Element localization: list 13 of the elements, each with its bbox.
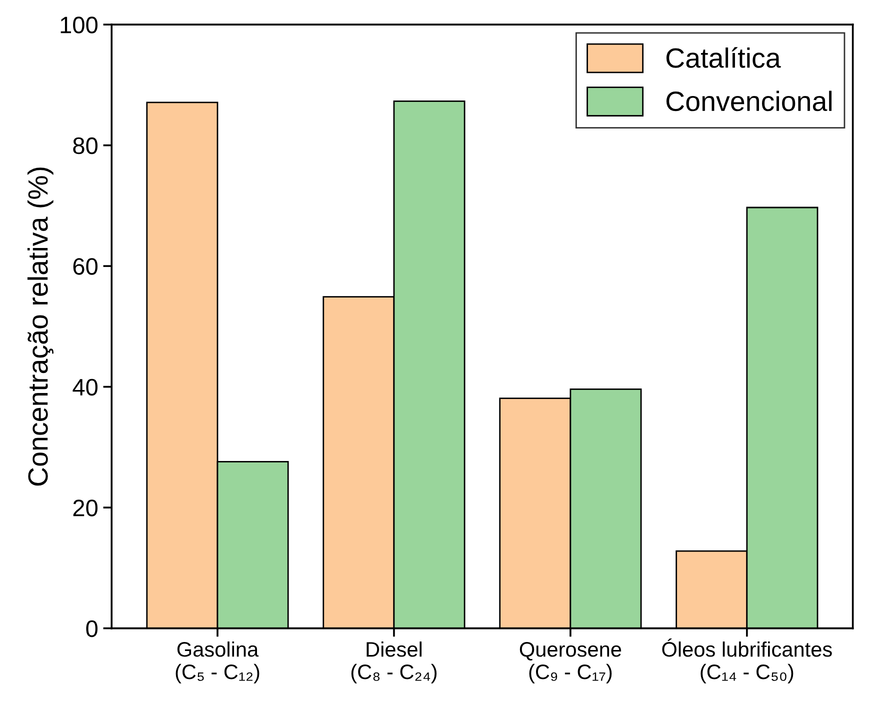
x-tick-label: Óleos lubrificantes (C₁₄ - C₅₀) [662,638,832,684]
y-tick-label: 40 [72,378,98,396]
y-tick-label: 100 [60,16,98,34]
y-axis-title: Concentração relativa (%) [27,168,54,486]
x-tick-label: Gasolina (C₅ - C₁₂) [176,641,260,684]
legend-label: Convencional [666,90,832,112]
legend-label: Catalítica [666,47,781,68]
x-tick-label: Diesel (C₈ - C₂₄) [351,641,437,684]
y-tick-label: 0 [86,620,98,638]
x-tick-label: Querosene (C₉ - C₁₇) [520,642,622,684]
y-tick-label: 60 [73,258,98,275]
y-tick-label: 80 [73,137,98,154]
y-tick-label: 20 [73,500,98,516]
